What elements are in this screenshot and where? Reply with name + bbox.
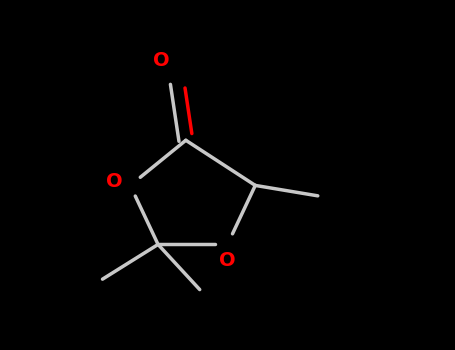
Text: O: O [106, 173, 123, 191]
Text: O: O [219, 251, 236, 270]
Text: O: O [153, 51, 170, 70]
